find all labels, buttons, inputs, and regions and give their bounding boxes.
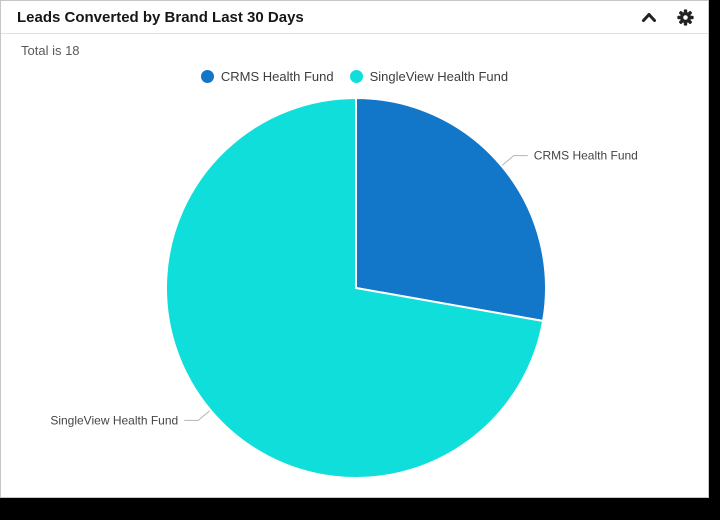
legend-label: CRMS Health Fund <box>220 69 334 84</box>
pie-callout-label: SingleView Health Fund <box>50 413 178 427</box>
settings-button[interactable] <box>676 8 694 26</box>
legend-dot-icon <box>200 70 214 83</box>
pie-slice-0[interactable] <box>355 97 547 322</box>
collapse-button[interactable] <box>640 8 658 26</box>
widget-header-actions <box>640 8 694 26</box>
pie-callout-line <box>501 155 528 166</box>
legend-label: SingleView Health Fund <box>369 69 509 84</box>
gear-icon <box>676 8 694 26</box>
dashboard-widget: Leads Converted by Brand Last 30 Days <box>0 0 709 498</box>
legend: CRMS Health Fund SingleView Health Fund <box>1 69 708 84</box>
legend-dot-icon <box>349 70 363 83</box>
total-summary: Total is 18 <box>21 43 80 58</box>
chevron-up-icon <box>641 11 657 23</box>
pie-callout-label: CRMS Health Fund <box>534 149 638 163</box>
legend-item-1[interactable]: SingleView Health Fund <box>349 69 509 84</box>
widget-header: Leads Converted by Brand Last 30 Days <box>1 1 708 34</box>
pie-callout-line <box>184 410 211 421</box>
legend-item-0[interactable]: CRMS Health Fund <box>200 69 334 84</box>
widget-title: Leads Converted by Brand Last 30 Days <box>17 8 304 26</box>
pie-slice-1[interactable] <box>165 97 545 479</box>
